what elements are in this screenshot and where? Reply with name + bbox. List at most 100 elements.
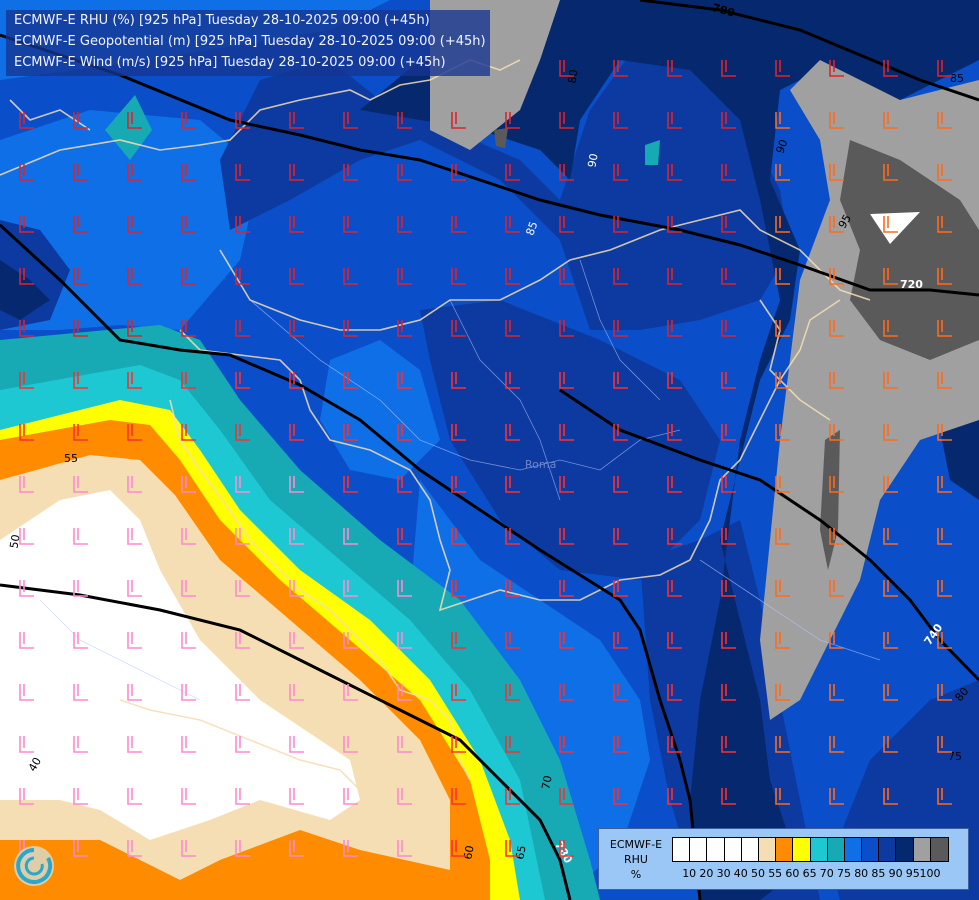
wind-barb: [775, 788, 790, 805]
wind-barb: [127, 268, 142, 285]
wind-barb: [343, 580, 358, 597]
wind-barb: [19, 268, 34, 285]
wind-barb: [613, 320, 628, 337]
wind-barb: [775, 112, 790, 129]
wind-barb: [397, 372, 412, 389]
wind-barb: [829, 528, 844, 545]
wind-barb: [883, 60, 898, 77]
wind-barb: [505, 320, 520, 337]
title-rhu: ECMWF-E RHU (%) [925 hPa] Tuesday 28-10-…: [14, 13, 430, 28]
wind-barb: [883, 736, 898, 753]
wind-barb: [829, 372, 844, 389]
wind-barb: [127, 632, 142, 649]
wind-barb: [343, 424, 358, 441]
wind-barb: [883, 164, 898, 181]
wind-barb: [829, 60, 844, 77]
wind-barb: [883, 320, 898, 337]
wind-barb: [127, 684, 142, 701]
wind-barb: [127, 320, 142, 337]
wind-barb: [937, 424, 952, 441]
wind-barb: [775, 736, 790, 753]
wind-barb: [613, 268, 628, 285]
wind-barb: [613, 788, 628, 805]
wind-barb: [775, 320, 790, 337]
rhu-zone-100: [840, 140, 979, 360]
legend-tick-label: 85: [871, 867, 886, 880]
wind-barb: [343, 216, 358, 233]
wind-barb: [613, 424, 628, 441]
wind-barb: [451, 424, 466, 441]
wind-barb: [667, 164, 682, 181]
wind-barb: [937, 112, 952, 129]
wind-barb: [883, 528, 898, 545]
wind-barb: [505, 268, 520, 285]
wind-barb: [343, 476, 358, 493]
wind-barb: [235, 112, 250, 129]
wind-barb: [127, 216, 142, 233]
wind-barb: [181, 164, 196, 181]
legend-swatch: [758, 838, 777, 861]
wind-barb: [19, 424, 34, 441]
wind-barb: [343, 788, 358, 805]
wind-barb: [505, 684, 520, 701]
wind-barb: [289, 788, 304, 805]
wind-barb: [397, 164, 412, 181]
wind-barb: [343, 528, 358, 545]
wind-barb: [559, 788, 574, 805]
wind-barb: [19, 736, 34, 753]
wind-barb: [19, 580, 34, 597]
wind-barb: [559, 112, 574, 129]
wind-barb: [559, 684, 574, 701]
wind-barb: [613, 580, 628, 597]
wind-barb: [235, 372, 250, 389]
wind-barb: [73, 372, 88, 389]
rhu-zone-90b: [0, 260, 50, 320]
wind-barb: [667, 528, 682, 545]
wind-barb: [19, 528, 34, 545]
wind-barb: [235, 216, 250, 233]
legend-swatch: [930, 838, 948, 861]
wind-barb: [181, 684, 196, 701]
wind-barb: [397, 736, 412, 753]
wind-barb: [181, 320, 196, 337]
wind-barb: [343, 320, 358, 337]
wind-barb: [19, 788, 34, 805]
wind-barb: [127, 112, 142, 129]
wind-barb: [73, 164, 88, 181]
rhu-legend: ECMWF-E RHU % 10 20 30 40 50 55 60 65 70 75 80 85 90…: [598, 828, 969, 890]
wind-barb: [235, 840, 250, 857]
legend-tick-label: 75: [837, 867, 851, 880]
wind-barb: [181, 580, 196, 597]
wind-barb: [667, 320, 682, 337]
wind-barb: [721, 736, 736, 753]
wind-barb: [397, 320, 412, 337]
wind-barb: [667, 268, 682, 285]
wind-barb: [937, 320, 952, 337]
wind-barb: [73, 528, 88, 545]
wind-barb: [181, 216, 196, 233]
wind-barb: [505, 840, 520, 857]
wind-barb: [397, 476, 412, 493]
wind-barb: [19, 216, 34, 233]
legend-tick-label: 20: [699, 867, 714, 880]
wind-barb: [505, 632, 520, 649]
wind-barb: [235, 736, 250, 753]
legend-swatch: [793, 838, 811, 861]
wind-barb: [343, 268, 358, 285]
wind-barb: [937, 684, 952, 701]
wind-barb: [559, 476, 574, 493]
wind-barb: [829, 632, 844, 649]
wind-barb: [721, 320, 736, 337]
wind-barb: [397, 632, 412, 649]
wind-barb: [559, 424, 574, 441]
wind-barb: [559, 60, 574, 77]
wind-barb: [127, 788, 142, 805]
rhu-zone-40: [0, 490, 360, 840]
wind-barb: [397, 528, 412, 545]
wind-barb: [829, 112, 844, 129]
legend-swatches: [672, 837, 949, 862]
wind-barb: [235, 788, 250, 805]
